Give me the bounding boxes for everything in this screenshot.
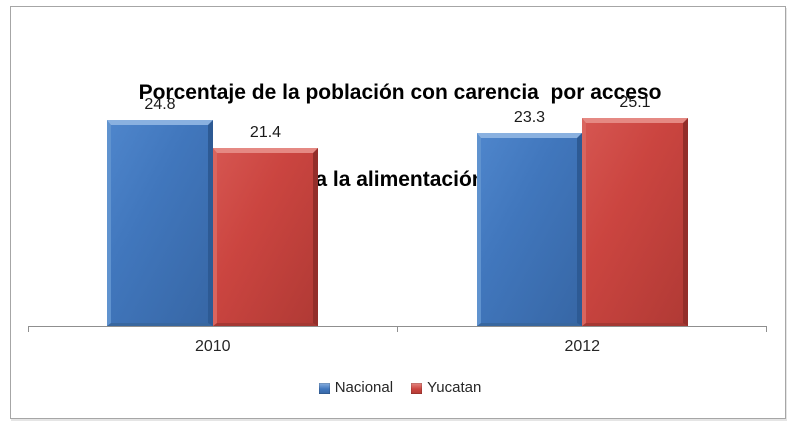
bar-nacional-2010 <box>107 120 213 326</box>
bar-yucatan-2012 <box>582 117 688 326</box>
data-label-nacional-2010: 24.8 <box>144 96 176 114</box>
x-axis-tick <box>396 327 399 332</box>
chart-title-line-1: Porcentaje de la población con carencia … <box>138 81 662 104</box>
category-label-2010: 2010 <box>194 338 231 355</box>
legend-item-yucatan: Yucatan <box>411 380 481 396</box>
data-label-nacional-2012: 23.3 <box>513 108 546 126</box>
legend-swatch-nacional <box>318 382 330 394</box>
x-axis-line <box>28 326 767 328</box>
legend-label-yucatan: Yucatan <box>427 379 482 396</box>
legend-label-nacional: Nacional <box>334 379 394 396</box>
category-label-2012: 2012 <box>564 338 601 355</box>
legend-swatch-yucatan <box>411 382 423 394</box>
legend-item-nacional: Nacional <box>318 379 394 396</box>
x-axis-tick <box>28 327 30 332</box>
legend: Nacional Yucatan <box>0 380 800 396</box>
chart-title-line-2: a la alimentación <box>315 168 485 191</box>
data-label-yucatan-2010: 21.4 <box>249 124 282 142</box>
bar-yucatan-2010 <box>212 148 319 326</box>
bar-nacional-2012 <box>476 132 583 326</box>
x-axis-tick <box>765 327 767 332</box>
data-label-yucatan-2012: 25.1 <box>619 93 651 111</box>
chart-title: Porcentaje de la población con carencia … <box>0 20 800 252</box>
